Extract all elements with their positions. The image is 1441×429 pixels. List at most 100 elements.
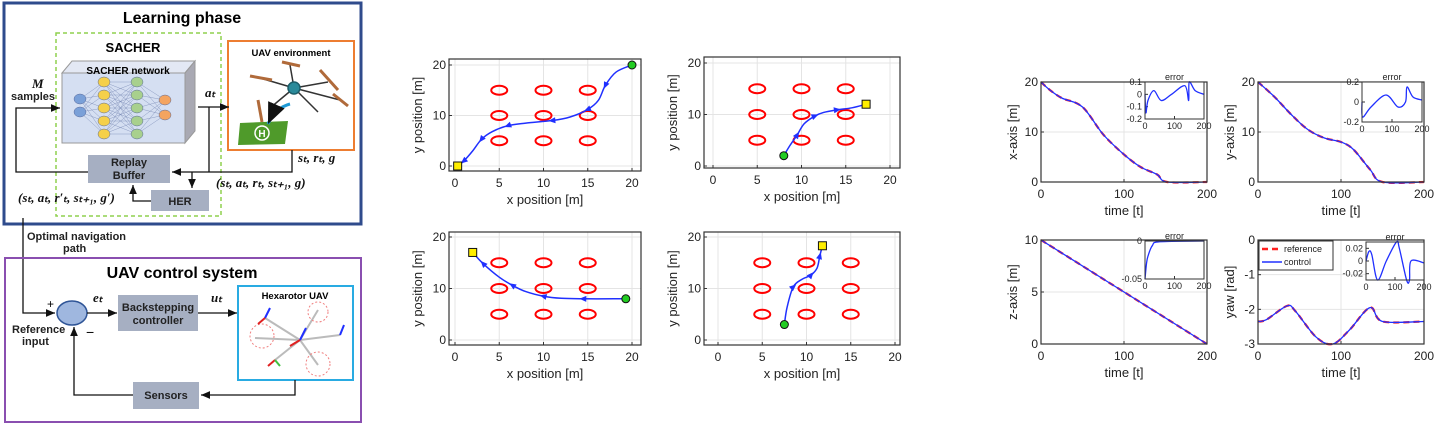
y-axis-label: y position [m] bbox=[410, 77, 425, 154]
obstacle-marker bbox=[836, 83, 855, 95]
obstacle-marker bbox=[490, 110, 509, 121]
obstacle-marker bbox=[841, 308, 860, 320]
sensors-label: Sensors bbox=[144, 390, 187, 402]
svg-text:H: H bbox=[258, 129, 265, 140]
inset-frame bbox=[1361, 81, 1423, 123]
x-tick-label: 0 bbox=[1363, 282, 1368, 292]
neural-network-icon bbox=[73, 76, 172, 140]
obstacle-marker bbox=[836, 134, 855, 146]
direction-arrow bbox=[806, 272, 814, 280]
nn-edge bbox=[103, 94, 138, 135]
nn-edge bbox=[103, 81, 138, 122]
her-transition-label: (sₜ, aₜ, r′ₜ, sₜ₊₁, g′) bbox=[18, 190, 115, 205]
nn-node bbox=[97, 76, 111, 88]
y-axis-label: z-axis [m] bbox=[1005, 264, 1020, 320]
y-tick-label: 0 bbox=[1031, 337, 1038, 351]
x-tick-label: 100 bbox=[1114, 349, 1134, 363]
nn-node bbox=[130, 128, 144, 140]
obstacle-marker bbox=[748, 109, 767, 120]
inset-frame bbox=[1144, 81, 1205, 120]
obstacle-marker bbox=[753, 308, 772, 320]
transition-label: (sₜ, aₜ, rₜ, sₜ₊₁, g) bbox=[216, 175, 306, 190]
axes-frame bbox=[448, 58, 642, 172]
obstacle-marker bbox=[534, 110, 553, 121]
axes-frame bbox=[1257, 81, 1425, 183]
her-block bbox=[151, 190, 209, 211]
hexarotor-uav-box: Hexarotor UAV bbox=[237, 285, 354, 381]
obstacle-marker bbox=[841, 257, 860, 269]
direction-arrow bbox=[480, 260, 488, 269]
chart-7: 0 100 200 0 5 10 time [t] z-axis [m] 0 100 200 -0.0… bbox=[1005, 231, 1217, 380]
obstacle-marker bbox=[490, 283, 509, 294]
sacher-title: SACHER bbox=[106, 40, 162, 55]
direction-arrow bbox=[460, 156, 469, 164]
legend-control-label: control bbox=[1284, 257, 1311, 267]
direction-arrow bbox=[504, 121, 512, 128]
y-tick-label: 20 bbox=[688, 230, 702, 244]
y-tick-label: 5 bbox=[1031, 285, 1038, 299]
axes-frame bbox=[1040, 239, 1208, 345]
env-output-label: sₜ, rₜ, g bbox=[297, 150, 336, 165]
x-tick-label: 0 bbox=[715, 350, 722, 364]
obstacle-marker bbox=[797, 308, 816, 320]
x-tick-label: 0 bbox=[452, 176, 459, 190]
chart-1: 0 5 10 15 20 0 10 20 x position [m] y position [m… bbox=[410, 58, 642, 207]
x-tick-label: 100 bbox=[1167, 121, 1182, 131]
nn-node bbox=[97, 128, 111, 140]
x-tick-label: 0 bbox=[1142, 281, 1147, 291]
her-label: HER bbox=[168, 196, 191, 208]
backstepping-controller-block bbox=[118, 295, 198, 331]
axes-frame bbox=[1257, 239, 1425, 345]
direction-arrow bbox=[788, 284, 797, 292]
nn-node bbox=[73, 106, 87, 118]
nn-node bbox=[130, 115, 144, 127]
x-tick-label: 100 bbox=[1331, 349, 1351, 363]
obstacle-marker bbox=[578, 283, 597, 294]
plot-area bbox=[1362, 82, 1422, 122]
x-tick-label: 5 bbox=[759, 350, 766, 364]
helipad-icon: H bbox=[238, 101, 291, 145]
x-tick-label: 15 bbox=[581, 350, 595, 364]
obstacle-marker bbox=[748, 134, 767, 146]
nn-node bbox=[130, 76, 144, 88]
trajectory-line bbox=[472, 251, 626, 300]
x-tick-label: 200 bbox=[1197, 187, 1217, 201]
nn-edge bbox=[79, 81, 105, 113]
direction-arrow bbox=[584, 105, 592, 112]
chart-5: 0 100 200 0 10 20 time [t] x-axis [m] 0 100 200 -0.… bbox=[1005, 72, 1217, 218]
y-tick-label: 0 bbox=[1248, 233, 1255, 247]
controller-label-2: controller bbox=[133, 315, 184, 327]
x-tick-label: 15 bbox=[844, 350, 858, 364]
y-tick-label: 0 bbox=[1358, 256, 1363, 266]
y-tick-label: 0.2 bbox=[1346, 77, 1359, 87]
x-axis-label: time [t] bbox=[1321, 203, 1360, 218]
y-tick-label: -0.02 bbox=[1342, 269, 1363, 279]
action-label: aₜ bbox=[205, 85, 217, 100]
m-label: M bbox=[31, 76, 44, 91]
x-tick-label: 0 bbox=[452, 350, 459, 364]
y-tick-label: 20 bbox=[688, 56, 702, 70]
y-tick-label: 0.1 bbox=[1129, 77, 1142, 87]
obstacle-marker bbox=[578, 257, 597, 269]
nn-node bbox=[158, 94, 172, 106]
samples-label: samples bbox=[11, 91, 55, 103]
x-tick-label: 10 bbox=[537, 176, 551, 190]
nn-edge bbox=[103, 81, 138, 109]
inset-title: error bbox=[1382, 72, 1401, 82]
obstacle-marker bbox=[753, 257, 772, 269]
nn-node bbox=[97, 102, 111, 114]
x-tick-label: 0 bbox=[1359, 124, 1364, 134]
y-tick-label: 10 bbox=[433, 109, 447, 123]
y-tick-label: -1 bbox=[1244, 268, 1255, 282]
replay-buffer-block bbox=[88, 155, 170, 183]
x-tick-label: 100 bbox=[1387, 282, 1402, 292]
obstacle-marker bbox=[490, 135, 509, 147]
x-tick-label: 10 bbox=[537, 350, 551, 364]
obstacle-marker bbox=[490, 84, 509, 96]
y-tick-label: -0.2 bbox=[1343, 117, 1359, 127]
x-tick-label: 20 bbox=[883, 173, 897, 187]
control-line bbox=[1257, 81, 1425, 184]
y-tick-label: -0.2 bbox=[1126, 114, 1142, 124]
summing-junction bbox=[56, 300, 88, 326]
